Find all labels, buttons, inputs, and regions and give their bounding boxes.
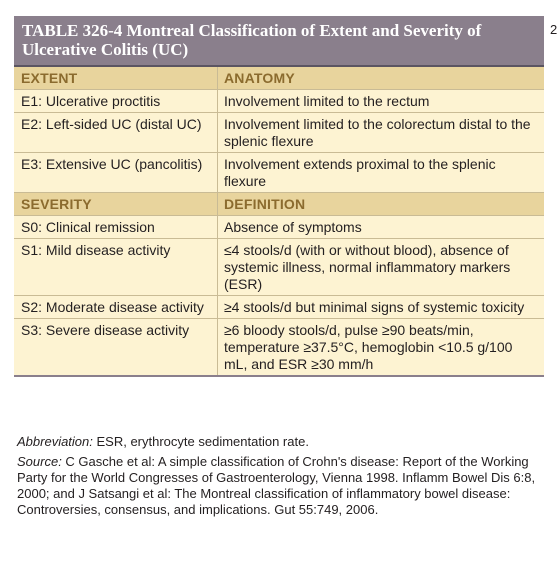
table-row: E2: Left-sided UC (distal UC) Involvemen… [14, 113, 544, 153]
header-definition: DEFINITION [224, 196, 306, 212]
abbreviation-text: ESR, erythrocyte sedimentation rate. [92, 434, 309, 449]
cell-severity: S3: Severe disease activity [14, 319, 218, 375]
header-extent: EXTENT [14, 67, 218, 89]
table-footnotes: Abbreviation: ESR, erythrocyte sedimenta… [17, 434, 547, 522]
table-header-row: EXTENT ANATOMY [14, 67, 544, 90]
table-row: S0: Clinical remission Absence of sympto… [14, 216, 544, 239]
page-edge-number: 2 [550, 22, 558, 37]
cell-extent: E1: Ulcerative proctitis [14, 90, 218, 112]
source-text: C Gasche et al: A simple classification … [17, 454, 536, 517]
table-row: E1: Ulcerative proctitis Involvement lim… [14, 90, 544, 113]
source-label: Source: [17, 454, 62, 469]
cell-definition: Absence of symptoms [224, 219, 362, 235]
cell-extent: E2: Left-sided UC (distal UC) [14, 113, 218, 152]
abbreviation-note: Abbreviation: ESR, erythrocyte sedimenta… [17, 434, 547, 450]
classification-table: TABLE 326-4 Montreal Classification of E… [14, 16, 544, 377]
header-anatomy: ANATOMY [224, 70, 295, 86]
cell-definition: ≤4 stools/d (with or without blood), abs… [224, 242, 511, 292]
table-header-row: SEVERITY DEFINITION [14, 193, 544, 216]
cell-definition: ≥4 stools/d but minimal signs of systemi… [224, 299, 525, 315]
table-row: S1: Mild disease activity ≤4 stools/d (w… [14, 239, 544, 296]
abbreviation-label: Abbreviation: [17, 434, 93, 449]
table-row: E3: Extensive UC (pancolitis) Involvemen… [14, 153, 544, 193]
table-row: S3: Severe disease activity ≥6 bloody st… [14, 319, 544, 377]
cell-severity: S0: Clinical remission [14, 216, 218, 238]
table-title: TABLE 326-4 Montreal Classification of E… [14, 16, 544, 67]
cell-severity: S2: Moderate disease activity [14, 296, 218, 318]
cell-anatomy: Involvement limited to the rectum [224, 93, 430, 109]
table-row: S2: Moderate disease activity ≥4 stools/… [14, 296, 544, 319]
cell-anatomy: Involvement extends proximal to the sple… [224, 156, 496, 189]
header-severity: SEVERITY [14, 193, 218, 215]
cell-anatomy: Involvement limited to the colorectum di… [224, 116, 531, 149]
source-note: Source: C Gasche et al: A simple classif… [17, 454, 547, 518]
cell-definition: ≥6 bloody stools/d, pulse ≥90 beats/min,… [224, 322, 513, 372]
cell-severity: S1: Mild disease activity [14, 239, 218, 295]
cell-extent: E3: Extensive UC (pancolitis) [14, 153, 218, 192]
table-body: EXTENT ANATOMY E1: Ulcerative proctitis … [14, 67, 544, 377]
